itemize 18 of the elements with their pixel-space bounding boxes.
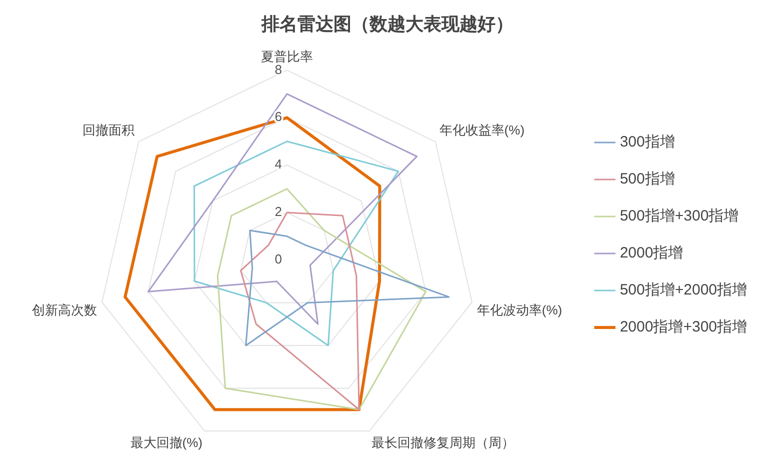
y-tick-label: 0 — [274, 252, 282, 267]
spoke-label: 夏普比率 — [261, 48, 313, 64]
y-tick-label: 4 — [274, 156, 282, 172]
legend-label: 2000指增 — [620, 244, 684, 262]
chart-title: 排名雷达图（数越大表现越好） — [260, 14, 514, 34]
y-tick-label: 2 — [274, 204, 282, 220]
legend-label: 500指增 — [620, 170, 675, 188]
y-tick-label: 8 — [274, 62, 282, 77]
spoke-label: 创新高次数 — [32, 302, 98, 318]
legend-label: 300指增 — [620, 134, 675, 151]
spoke-label: 年化波动率(%) — [476, 302, 562, 318]
spoke-label: 年化收益率(%) — [439, 122, 525, 138]
legend-label: 500指增+2000指增 — [620, 282, 747, 299]
legend-label: 500指增+300指增 — [620, 208, 739, 225]
spoke-label: 最长回撤修复周期（周） — [372, 434, 515, 450]
spoke-label: 最大回撤(%) — [130, 434, 202, 450]
legend-label: 2000指增+300指增 — [620, 318, 747, 336]
spoke-label: 回撤面积 — [82, 122, 135, 138]
